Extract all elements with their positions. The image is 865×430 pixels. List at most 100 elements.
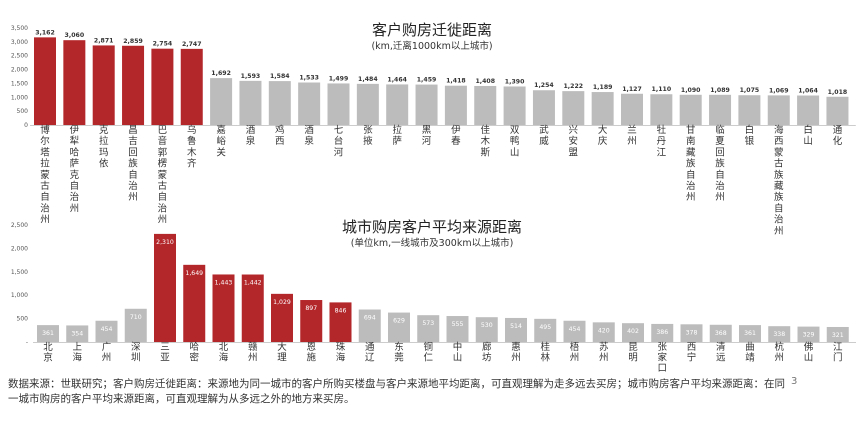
bar — [95, 320, 118, 342]
y-tick-label: 2,000 — [11, 67, 28, 74]
bar — [534, 318, 557, 342]
data-label: 368 — [715, 330, 727, 337]
data-label: 1,443 — [215, 279, 233, 286]
bar — [622, 323, 644, 342]
bar — [388, 312, 410, 342]
data-label: 1,090 — [681, 87, 701, 94]
bar — [239, 80, 262, 125]
data-label: 402 — [627, 328, 639, 335]
bar — [327, 83, 350, 125]
data-label: 1,499 — [329, 75, 349, 82]
bar — [563, 320, 586, 342]
data-label: 1,110 — [652, 86, 672, 93]
bar — [300, 300, 323, 342]
data-label: 710 — [130, 314, 142, 321]
bar — [268, 81, 291, 125]
x-tick-label: 三亚 — [160, 342, 170, 364]
bar — [826, 326, 849, 342]
data-label: 361 — [744, 330, 756, 337]
data-label: 454 — [101, 326, 113, 333]
x-tick-label: 佳木斯 — [480, 124, 490, 158]
chart-title: 城市购房客户平均来源距离 — [342, 218, 522, 236]
data-label: 1,089 — [710, 87, 730, 94]
bar — [475, 317, 498, 342]
data-label: 1,692 — [211, 70, 231, 77]
x-tick-label: 大理 — [277, 341, 287, 364]
bar — [562, 91, 585, 125]
bar — [532, 90, 555, 125]
x-tick-label: 深圳 — [131, 342, 141, 364]
x-tick-label: 武威 — [539, 124, 549, 147]
bar — [650, 94, 673, 125]
x-tick-label: 拉萨 — [392, 124, 402, 147]
x-tick-label: 通化 — [833, 125, 843, 147]
x-tick-label: 梧州 — [570, 341, 580, 364]
data-label: 694 — [364, 315, 376, 322]
chart-subtitle: (km,迁离1000km以上城市) — [371, 40, 492, 52]
bar — [66, 325, 89, 342]
data-label: 573 — [422, 320, 434, 327]
x-tick-label: 江门 — [833, 342, 843, 364]
data-label: 2,310 — [156, 239, 174, 246]
bar — [415, 84, 438, 125]
x-tick-label: 哈密 — [189, 341, 199, 364]
bar — [739, 325, 761, 342]
data-label: 1,464 — [387, 76, 407, 83]
bar — [680, 324, 703, 342]
bar — [679, 94, 702, 125]
bar — [386, 84, 409, 125]
bar — [34, 37, 56, 125]
x-tick-label: 牡丹江 — [657, 124, 667, 158]
y-tick-label: 2,000 — [11, 245, 28, 252]
x-tick-label: 桂林 — [540, 341, 550, 364]
bar — [446, 316, 469, 342]
x-tick-label: 巴音郭楞蒙古自治州 — [158, 125, 168, 226]
bar — [505, 317, 527, 342]
bar — [591, 92, 614, 125]
bar — [124, 308, 147, 342]
page-number: 3 — [791, 376, 798, 387]
x-tick-label: 苏州 — [599, 341, 609, 364]
x-tick-label: 兰州 — [627, 124, 637, 147]
data-label: 1,018 — [828, 89, 848, 96]
bar — [271, 293, 293, 342]
x-tick-label: 佛山 — [804, 341, 814, 364]
x-tick-label: 恩施 — [306, 342, 316, 364]
data-label: 2,754 — [153, 41, 173, 48]
data-label: 1,390 — [505, 78, 525, 85]
bar — [503, 86, 526, 125]
y-tick-label: 1,500 — [11, 269, 28, 276]
data-label: 361 — [42, 330, 54, 337]
x-tick-label: 铜仁 — [423, 341, 433, 364]
data-label: 846 — [335, 307, 347, 314]
bar — [417, 315, 440, 342]
x-tick-label: 博尔塔拉蒙古自治州 — [40, 124, 50, 226]
bar — [768, 326, 791, 342]
bar — [474, 85, 497, 125]
bar — [151, 48, 174, 125]
x-tick-label: 张家口 — [657, 342, 667, 374]
bar — [651, 323, 674, 342]
data-label: 1,649 — [185, 270, 203, 277]
data-label: 386 — [656, 329, 668, 336]
data-label: 3,162 — [35, 29, 55, 36]
x-tick-label: 白银 — [745, 124, 755, 147]
y-tick-label: - — [26, 339, 28, 346]
bar — [592, 322, 615, 342]
x-tick-label: 上海 — [72, 342, 82, 364]
bar — [63, 40, 86, 125]
data-label: 1,222 — [564, 83, 584, 90]
x-tick-label: 北京 — [43, 342, 53, 364]
x-tick-label: 昌吉回族自治州 — [128, 125, 138, 203]
y-tick-label: 1,000 — [11, 292, 28, 299]
y-tick-label: 500 — [17, 316, 29, 323]
x-tick-label: 东莞 — [394, 341, 404, 364]
x-tick-label: 双鸭山 — [510, 125, 520, 158]
bar — [210, 78, 233, 125]
x-tick-label: 甘南藏族自治州 — [686, 124, 696, 203]
x-tick-label: 伊春 — [451, 124, 461, 147]
data-label: 1,254 — [534, 82, 554, 89]
x-tick-label: 北海 — [219, 342, 229, 364]
data-label: 1,408 — [475, 78, 495, 85]
x-tick-label: 珠海 — [336, 341, 346, 364]
